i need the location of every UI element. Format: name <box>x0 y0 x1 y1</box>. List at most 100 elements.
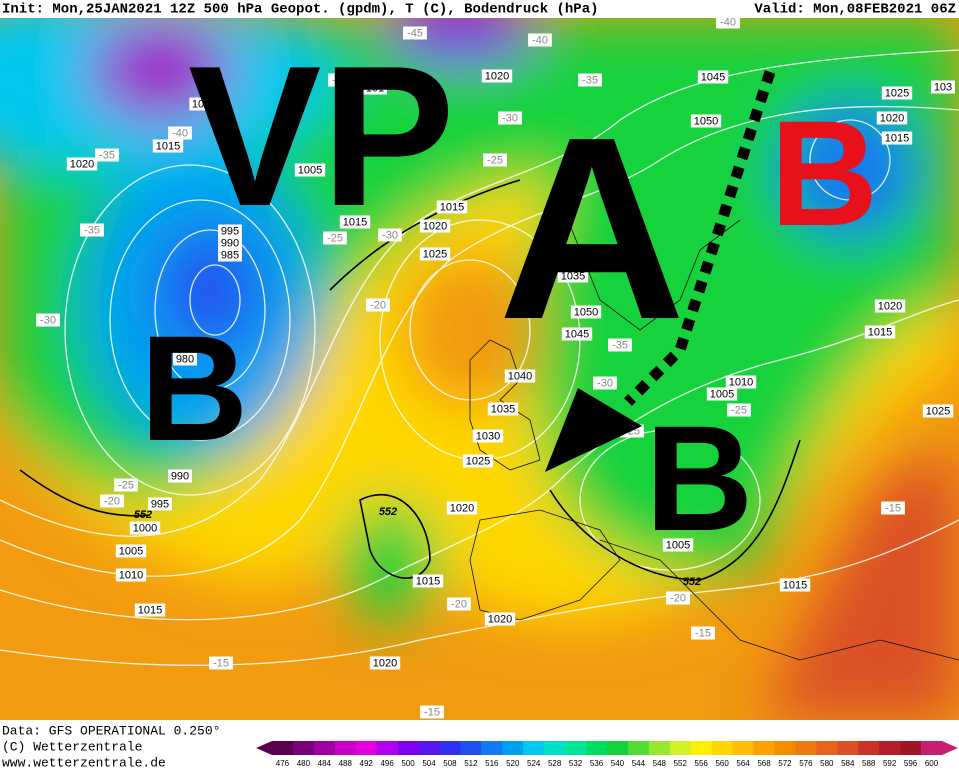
pressure-label-box <box>779 578 811 592</box>
footer-url: www.wetterzentrale.de <box>2 755 166 770</box>
colorbar-label: 552 <box>674 759 688 768</box>
pressure-label: 1015 <box>440 201 464 213</box>
colorbar: 476 480 484 488 492 496 500 504 508 512 516 520 524 5… <box>256 741 958 768</box>
pressure-label: 1045 <box>565 328 589 340</box>
temperature-label-box <box>328 73 352 87</box>
pressure-label: 1025 <box>423 248 447 260</box>
pressure-label-box <box>294 163 326 177</box>
pressure-label-box <box>436 200 468 214</box>
pressure-label-box <box>369 656 401 670</box>
pressure-label: 1015 <box>156 140 180 152</box>
colorbar-label: 532 <box>569 759 583 768</box>
temperature-label: -15 <box>885 502 901 514</box>
pressure-label-box <box>690 114 722 128</box>
temperature-label-box <box>168 126 192 140</box>
pressure-label-box <box>706 387 738 401</box>
temperature-label-box <box>378 228 402 242</box>
colorbar-label: 512 <box>464 759 478 768</box>
height-label: 552 <box>379 506 397 518</box>
colorbar-label: 520 <box>506 759 520 768</box>
colorbar-swatch <box>607 741 629 755</box>
pressure-label-box <box>134 603 166 617</box>
pressure-label: 1030 <box>476 430 500 442</box>
colorbar-label: 592 <box>883 759 897 768</box>
colorbar-label: 480 <box>297 759 311 768</box>
footer-data: Data: GFS OPERATIONAL 0.250° <box>2 723 220 738</box>
pressure-label: 1045 <box>701 71 725 83</box>
temperature-label: -20 <box>451 598 467 610</box>
temperature-label: -15 <box>424 706 440 718</box>
colorbar-label: 564 <box>736 759 750 768</box>
temperature-label: -25 <box>118 479 134 491</box>
colorbar-swatch <box>879 741 901 755</box>
pressure-label-box <box>881 131 913 145</box>
colorbar-label: 596 <box>904 759 918 768</box>
pressure-label: 990 <box>171 470 189 482</box>
colorbar-swatch <box>858 741 880 755</box>
pressure-label-box <box>218 236 242 250</box>
colorbar-label: 540 <box>611 759 625 768</box>
colorbar-label: 476 <box>276 759 290 768</box>
pressure-label-box <box>484 612 516 626</box>
pressure-label-box <box>66 157 98 171</box>
temperature-label: -20 <box>104 495 120 507</box>
temperature-label: -25 <box>731 404 747 416</box>
temperature-label-box <box>608 338 632 352</box>
pressure-label-box <box>881 86 913 100</box>
temperature-label-box <box>578 73 602 87</box>
pressure-label: 1020 <box>880 112 904 124</box>
colorbar-label: 504 <box>422 759 436 768</box>
temperature-label: -15 <box>213 657 229 669</box>
pressure-label: 1020 <box>70 158 94 170</box>
pressure-label-box <box>129 521 161 535</box>
pressure-label: 10 <box>192 98 204 110</box>
header-init: Init: Mon,25JAN2021 12Z 500 hPa Geopot. … <box>2 2 599 18</box>
pressure-label-box <box>419 219 451 233</box>
colorbar-label: 588 <box>862 759 876 768</box>
pressure-label-box <box>557 269 589 283</box>
colorbar-label: 560 <box>715 759 729 768</box>
temperature-label: -20 <box>670 592 686 604</box>
temperature-label: -30 <box>382 229 398 241</box>
pressure-label: 1005 <box>666 539 690 551</box>
pressure-label-box <box>561 327 593 341</box>
temperature-label-box <box>593 376 617 390</box>
colorbar-swatch <box>292 741 315 755</box>
pressure-label-box <box>173 352 197 366</box>
pressure-label: 1015 <box>416 575 440 587</box>
colorbar-label: 536 <box>590 759 604 768</box>
pressure-label: 995 <box>221 225 239 237</box>
dotted-track <box>624 70 776 406</box>
pressure-label: 1020 <box>485 70 509 82</box>
temperature-label-box <box>666 591 690 605</box>
pressure-label: 1025 <box>466 455 490 467</box>
colorbar-swatch <box>795 741 817 755</box>
temperature-label-box <box>100 494 124 508</box>
pressure-label: 990 <box>221 237 239 249</box>
annotation-low: B <box>645 394 753 562</box>
footer-copyright: (C) Wetterzentrale <box>2 739 142 754</box>
map-labels: 1020 1045 1025 103 1020 1015 1050 101 10 1015 1020… <box>36 18 955 719</box>
pressure-label: 1040 <box>508 370 532 382</box>
pressure-label: 1015 <box>783 579 807 591</box>
temperature-label: -35 <box>99 149 115 161</box>
pressure-label: 985 <box>221 249 239 261</box>
temperature-label: -35 <box>582 74 598 86</box>
temperature-label-box <box>95 148 119 162</box>
colorbar-label: 568 <box>757 759 771 768</box>
colorbar-swatch <box>334 741 357 755</box>
pressure-label: 103 <box>934 81 952 93</box>
temperature-label-box <box>114 478 138 492</box>
pressure-label-box <box>218 224 242 238</box>
pressure-label-box <box>412 574 444 588</box>
temperature-label-box <box>498 111 522 125</box>
pressure-label: 995 <box>151 498 169 510</box>
pressure-label-box <box>504 369 536 383</box>
pressure-label-box <box>115 568 147 582</box>
pressure-label: 1020 <box>488 613 512 625</box>
temperature-label-box <box>716 18 740 29</box>
temperature-label: -45 <box>407 27 423 39</box>
colorbar-swatch <box>272 741 294 755</box>
pressure-label: 1015 <box>868 326 892 338</box>
colorbar-swatch <box>648 741 671 755</box>
